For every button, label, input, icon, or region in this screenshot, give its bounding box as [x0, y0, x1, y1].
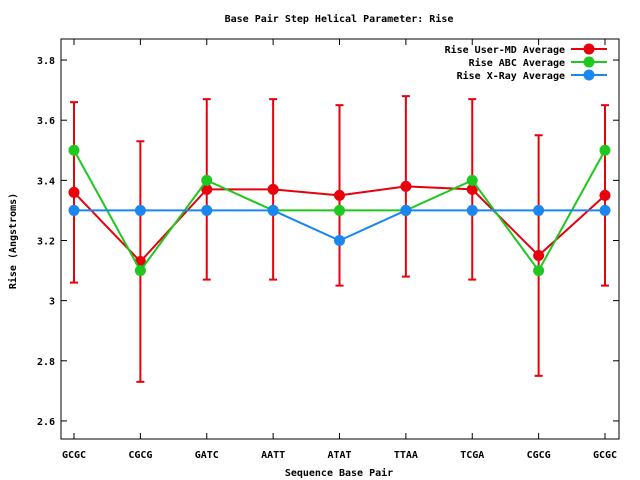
y-tick-label: 3.2: [37, 237, 55, 248]
data-point: [134, 204, 146, 216]
legend-label: Rise X-Ray Average: [457, 70, 565, 82]
data-point: [400, 180, 412, 192]
data-point: [466, 174, 478, 186]
y-tick-label: 2.6: [37, 417, 55, 428]
data-point: [400, 204, 412, 216]
data-point: [134, 265, 146, 277]
x-tick-label: CGCG: [527, 450, 551, 461]
data-point: [201, 183, 213, 195]
data-point: [599, 204, 611, 216]
data-point: [533, 204, 545, 216]
legend-label: Rise User-MD Average: [445, 44, 565, 56]
data-point: [68, 186, 80, 198]
data-point: [466, 183, 478, 195]
data-point: [533, 250, 545, 262]
x-tick-label: CGCG: [128, 450, 152, 461]
x-tick-label: ATAT: [327, 450, 351, 461]
data-point: [334, 235, 345, 247]
chart-title: Base Pair Step Helical Parameter: Rise: [225, 13, 454, 25]
legend-marker: [583, 43, 595, 55]
x-tick-label: GCGC: [62, 450, 86, 461]
series-1: [68, 95, 611, 383]
data-point: [68, 204, 80, 216]
y-tick-label: 3.4: [37, 176, 55, 187]
data-point: [334, 204, 345, 216]
x-tick-label: GCGC: [593, 450, 617, 461]
y-axis-label: Rise (Angstroms): [7, 193, 19, 289]
data-point: [201, 204, 213, 216]
legend-marker: [583, 69, 595, 81]
data-point: [267, 183, 279, 195]
x-axis-label: Sequence Base Pair: [285, 467, 393, 479]
x-tick-label: GATC: [195, 450, 219, 461]
data-point: [599, 144, 611, 156]
data-point: [466, 204, 478, 216]
y-tick-label: 3: [49, 297, 55, 308]
data-point: [267, 204, 279, 216]
data-point: [334, 189, 345, 201]
legend-label: Rise ABC Average: [469, 57, 565, 69]
legend-marker: [583, 56, 595, 68]
series-3: [68, 204, 611, 247]
x-tick-label: AATT: [261, 450, 285, 461]
data-point: [599, 189, 611, 201]
y-tick-label: 2.8: [37, 357, 55, 368]
data-point: [533, 265, 545, 277]
plot-area: 2.6 2.8 3 3.2 3.4 3.6 3.8 GCGC CGCG GATC AATT ATAT T…: [37, 38, 620, 461]
x-tick-label: TCGA: [460, 450, 484, 461]
data-point: [68, 144, 80, 156]
data-point: [201, 174, 213, 186]
y-tick-label: 3.8: [37, 56, 55, 67]
y-tick-label: 3.6: [37, 116, 55, 127]
x-tick-label: TTAA: [394, 450, 418, 461]
